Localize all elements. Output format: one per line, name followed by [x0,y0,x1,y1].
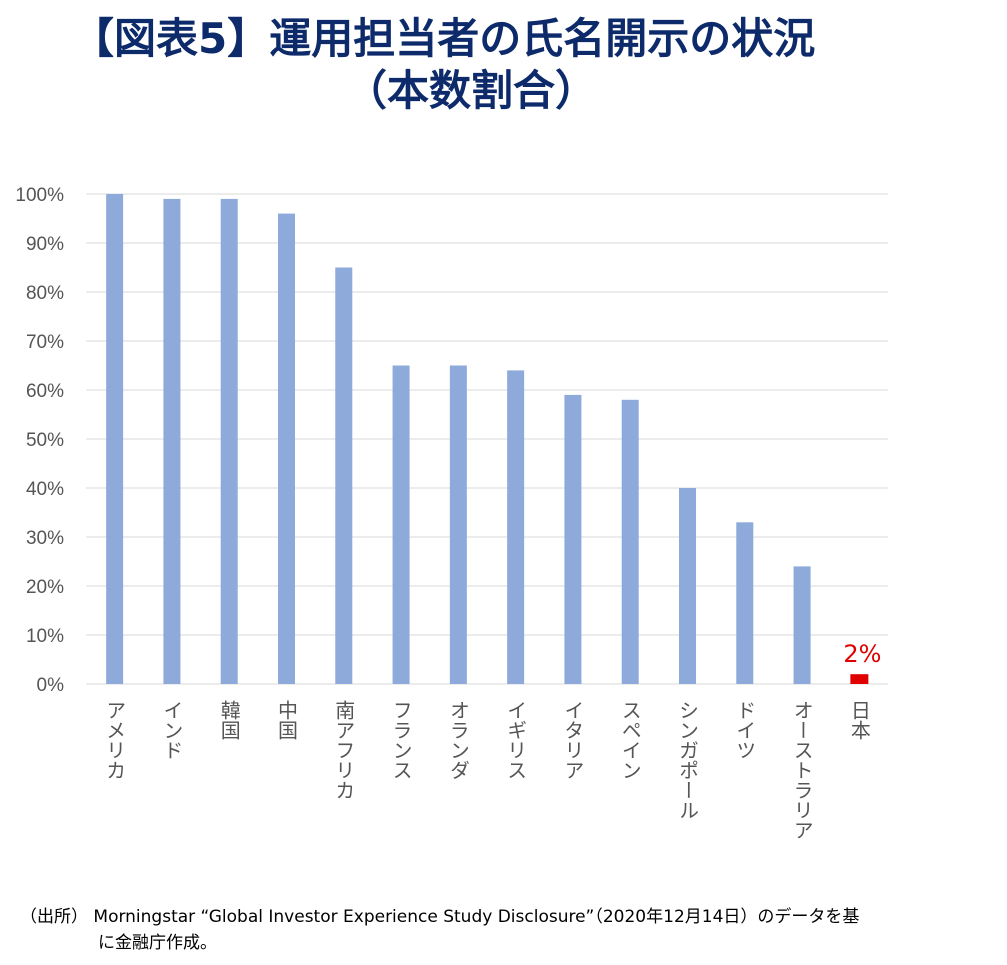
source-line2: に金融庁作成。 [98,933,217,953]
data-label-japan: 2% [843,640,881,668]
bar-2 [220,198,238,684]
bar-11 [736,522,754,684]
x-tick-label: インド [160,700,184,760]
bar-0 [106,194,124,684]
bar-3 [278,213,295,684]
chart-title-line1: 【図表5】運用担当者の氏名開示の状況 [72,14,816,63]
y-tick-label: 10% [26,626,64,647]
bar-8 [564,394,582,684]
grid-lines [86,193,888,685]
bar-13 [850,674,869,684]
x-tick-label: オランダ [446,700,470,780]
y-tick-label: 100% [15,185,64,206]
y-tick-label: 20% [26,577,64,598]
x-tick-label: イギリス [504,700,528,780]
bar-7 [507,370,525,684]
x-tick-label: シンガポール [676,700,700,820]
x-tick-label: フランス [389,700,413,780]
x-tick-label: アメリカ [103,700,127,780]
source-note: （出所） Morningstar “Global Investor Experi… [20,904,990,956]
x-tick-label: ドイツ [733,700,757,760]
y-tick-label: 90% [26,234,64,255]
chart-title-line2: （本数割合） [345,66,598,115]
x-tick-label: 韓国 [217,700,241,740]
y-tick-label: 40% [26,479,64,500]
x-axis-ticks: アメリカ インド 韓国 中国 南アフリカ フランス オランダ イギリス イタリア スペイン シンガポ… [103,700,872,840]
bar-10 [679,488,696,684]
source-line1: （出所） Morningstar “Global Investor Experi… [20,907,860,927]
x-tick-label: 中国 [275,700,299,740]
x-tick-label: オーストラリア [790,700,814,840]
y-tick-label: 60% [26,381,64,402]
y-axis-ticks: 0% 10% 20% 30% 40% 50% 60% 70% 80% 90% 100% [15,185,64,696]
x-tick-label: 南アフリカ [332,700,356,800]
bar-1 [163,198,181,684]
x-tick-label: イタリア [561,700,585,780]
bar-6 [449,365,467,684]
y-tick-label: 70% [26,332,64,353]
y-tick-label: 30% [26,528,64,549]
bar-4 [335,267,353,684]
y-tick-label: 50% [26,430,64,451]
bar-9 [621,399,639,684]
bar-12 [793,566,811,684]
bars [106,194,869,684]
x-tick-label: 日本 [847,700,871,740]
x-tick-label: スペイン [618,700,642,780]
bar-5 [392,365,410,684]
y-tick-label: 80% [26,283,64,304]
y-tick-label: 0% [37,675,65,696]
